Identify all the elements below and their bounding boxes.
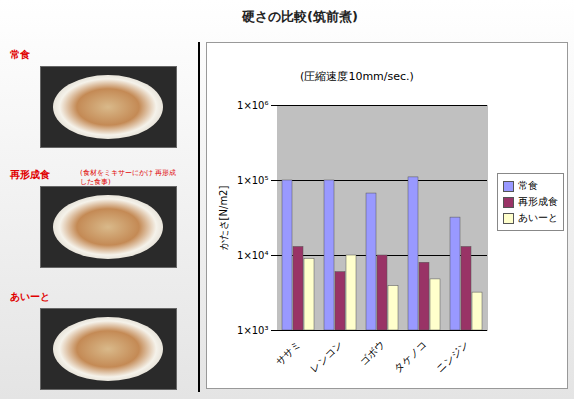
svg-text:1×10³: 1×10³ bbox=[237, 325, 268, 336]
html-text:あいーと: あいーと bbox=[10, 291, 50, 302]
svg-text:ニンジン: ニンジン bbox=[434, 338, 470, 374]
html-text:硬さの比較(筑前煮): 硬さの比較(筑前煮) bbox=[242, 9, 358, 24]
svg-text:タケノコ: タケノコ bbox=[392, 338, 428, 374]
html-text:常食: 常食 bbox=[518, 180, 538, 191]
html-text:あいーと: あいーと bbox=[518, 212, 558, 223]
html-text:常食: 常食 bbox=[10, 49, 30, 60]
html-text:再形成食: 再形成食 bbox=[518, 196, 558, 207]
svg-text:ゴボウ: ゴボウ bbox=[357, 338, 386, 367]
svg-text:1×10⁴: 1×10⁴ bbox=[237, 250, 268, 261]
svg-text:レンコン: レンコン bbox=[308, 338, 344, 374]
html-text:(圧縮速度10mm/sec.): (圧縮速度10mm/sec.) bbox=[300, 70, 414, 83]
html-text:(食材をミキサーにかけ 再形成した食事): (食材をミキサーにかけ 再形成した食事) bbox=[80, 169, 176, 186]
html-text:再形成食: 再形成食 bbox=[10, 169, 50, 180]
svg-text:1×10⁶: 1×10⁶ bbox=[237, 100, 268, 111]
svg-text:ササミ: ササミ bbox=[273, 338, 302, 367]
svg-text:かたさ[N/m2]: かたさ[N/m2] bbox=[218, 186, 229, 251]
svg-text:1×10⁵: 1×10⁵ bbox=[237, 175, 268, 186]
